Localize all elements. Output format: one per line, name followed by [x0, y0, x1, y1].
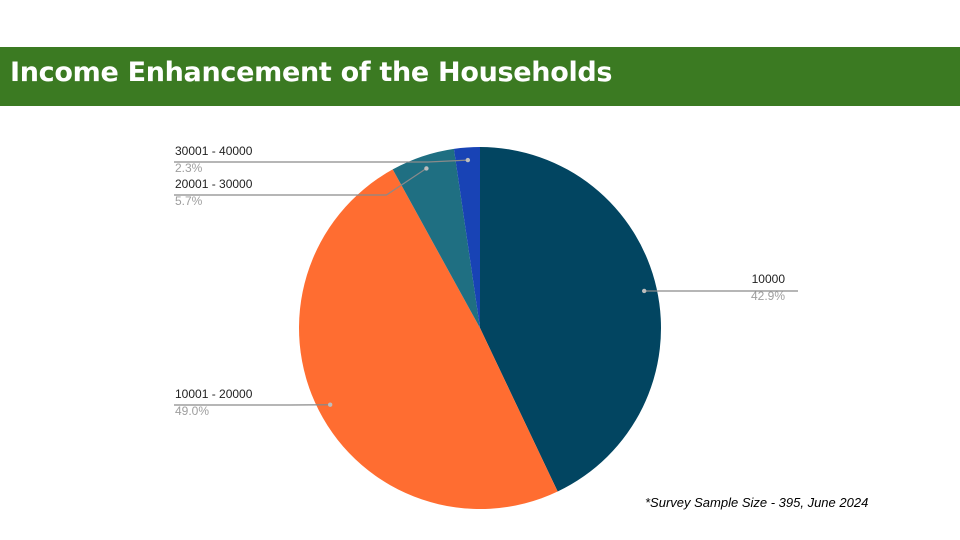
- slice-label-20001-30000: 20001 - 30000: [175, 177, 253, 191]
- leader-dot-20001-30000: [424, 166, 429, 171]
- page-title: Income Enhancement of the Households: [10, 57, 613, 88]
- title-bar: Income Enhancement of the Households: [0, 47, 960, 106]
- slice-label-10001-20000: 10001 - 20000: [175, 387, 253, 401]
- leader-line-30001-40000: [174, 159, 468, 163]
- pie-slice-10001-20000: [298, 169, 558, 510]
- survey-footnote: *Survey Sample Size - 395, June 2024: [645, 495, 869, 510]
- slice-percent-10001-20000: 49.0%: [175, 404, 209, 418]
- leader-dot-30001-40000: [465, 157, 471, 163]
- slice-label-30001-40000: 30001 - 40000: [175, 144, 253, 158]
- pie-slice-10000: [480, 147, 661, 492]
- slice-percent-10000: 42.9%: [751, 289, 785, 303]
- slice-percent-30001-40000: 2.3%: [175, 161, 203, 175]
- leader-line-20001-30000: [174, 167, 427, 196]
- slice-percent-20001-30000: 5.7%: [175, 194, 203, 208]
- slice-label-10000: 10000: [752, 272, 786, 286]
- leader-dot-10000: [642, 288, 647, 294]
- leader-dot-10001-20000: [327, 402, 333, 407]
- pie-slice-30001-40000: [453, 147, 480, 328]
- pie-slice-20001-30000: [392, 148, 480, 328]
